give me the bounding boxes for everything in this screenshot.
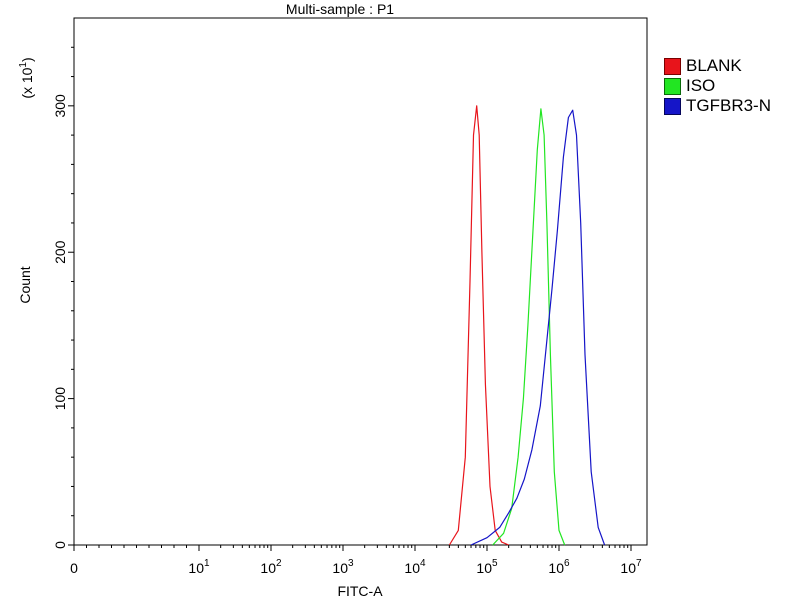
x-tick-label: 107 — [620, 558, 642, 576]
y-tick-label: 100 — [52, 387, 68, 411]
x-tick-label: 103 — [332, 558, 354, 576]
legend-item-tgfbr3-n: TGFBR3-N — [664, 96, 771, 116]
legend-swatch-blank — [664, 57, 681, 75]
series-line-iso — [492, 108, 566, 546]
x-tick-label: 105 — [476, 558, 498, 576]
y-axis: 0 100 200 300 — [52, 46, 74, 549]
legend-item-iso: ISO — [664, 76, 771, 96]
y-tick-label: 300 — [52, 94, 68, 118]
x-tick-label: 101 — [188, 558, 210, 576]
plot-area — [73, 17, 648, 546]
series-line-blank — [448, 105, 509, 546]
series-line-tgfbr3-n — [470, 109, 606, 546]
legend-swatch-iso — [664, 77, 681, 95]
y-tick-label: 0 — [52, 541, 68, 549]
x-axis: 0 101 102 103 104 105 106 107 — [70, 545, 642, 576]
legend-label-iso: ISO — [686, 76, 716, 95]
y-axis-multiplier: (x 101) — [18, 57, 35, 98]
histogram-curves — [448, 105, 606, 546]
legend-swatch-tgfbr3-n — [664, 97, 681, 115]
legend: BLANK ISO TGFBR3-N — [664, 56, 771, 116]
chart-title: Multi-sample : P1 — [286, 1, 394, 17]
y-axis-label: Count — [17, 266, 33, 303]
y-tick-label: 200 — [52, 240, 68, 264]
x-tick-label: 102 — [260, 558, 282, 576]
legend-label-tgfbr3-n: TGFBR3-N — [686, 96, 771, 115]
x-tick-label: 104 — [404, 558, 426, 576]
legend-item-blank: BLANK — [664, 56, 771, 76]
x-axis-label: FITC-A — [337, 583, 383, 599]
x-tick-label: 0 — [70, 560, 78, 576]
x-tick-label: 106 — [548, 558, 570, 576]
legend-label-blank: BLANK — [686, 56, 742, 75]
